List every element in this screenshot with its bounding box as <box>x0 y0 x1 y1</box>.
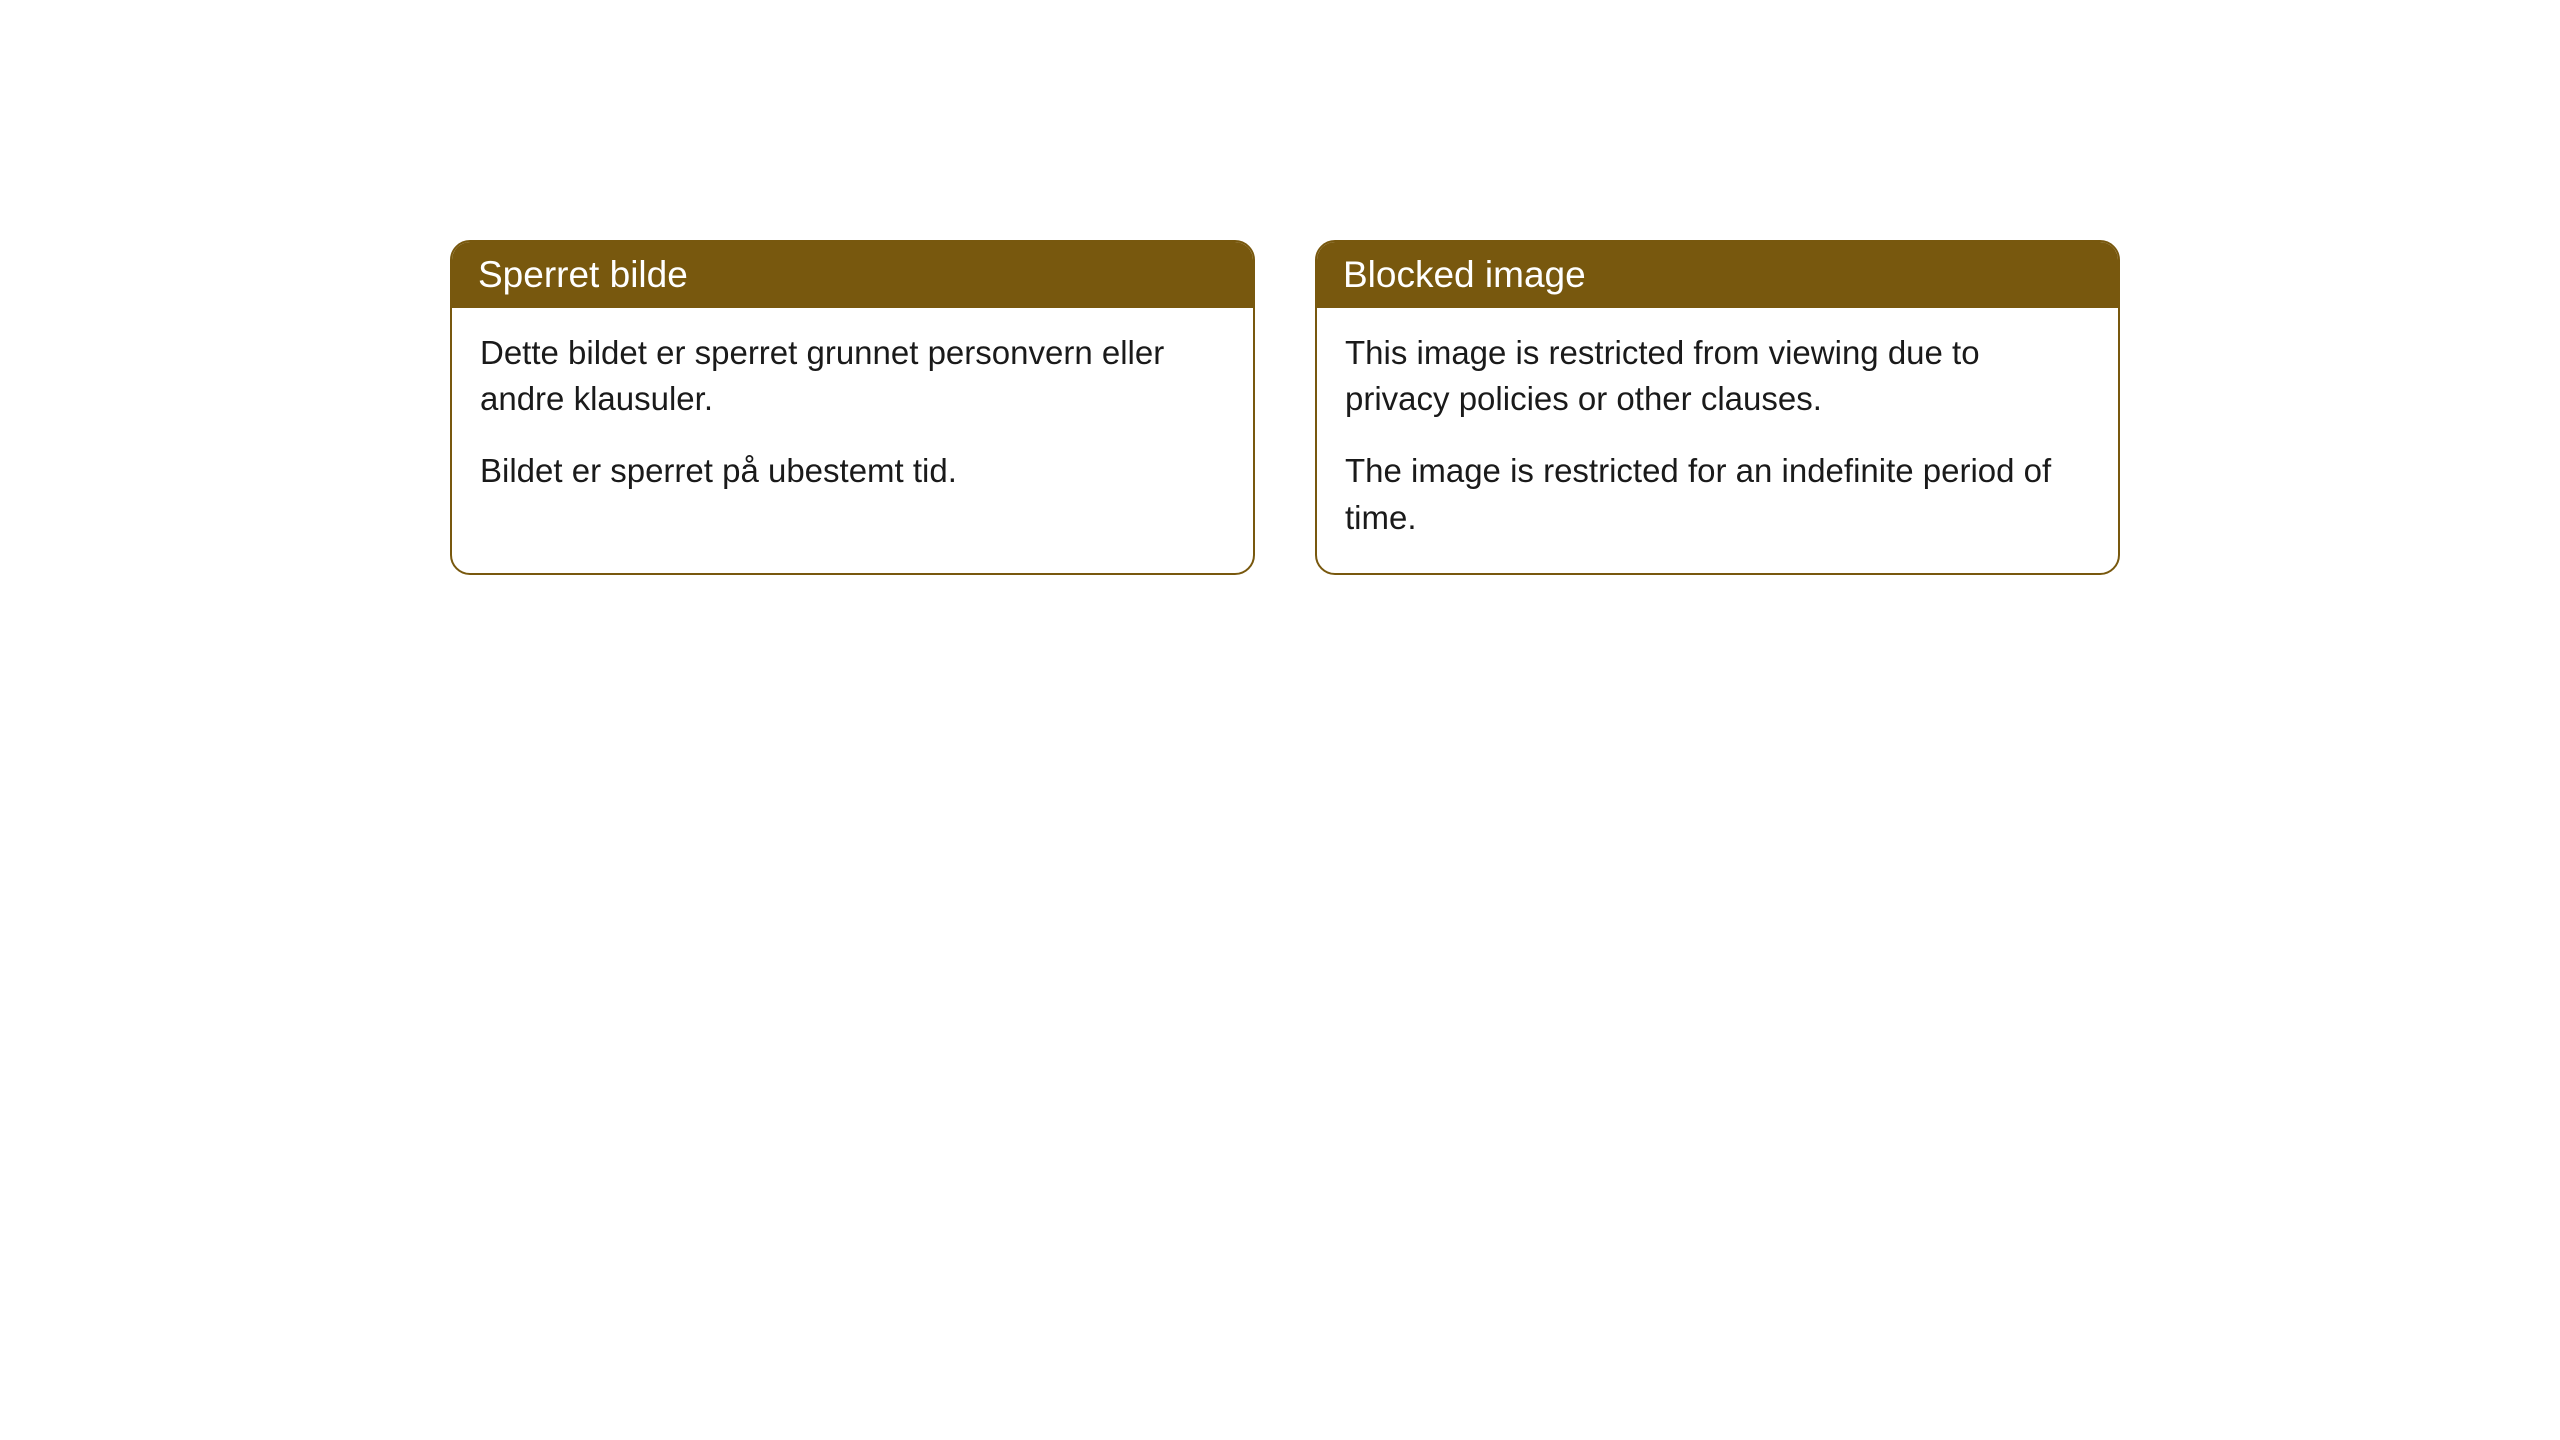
card-header: Sperret bilde <box>452 242 1253 308</box>
card-paragraph: Dette bildet er sperret grunnet personve… <box>480 330 1225 422</box>
blocked-image-card-norwegian: Sperret bilde Dette bildet er sperret gr… <box>450 240 1255 575</box>
card-body: Dette bildet er sperret grunnet personve… <box>452 308 1253 527</box>
card-body: This image is restricted from viewing du… <box>1317 308 2118 573</box>
blocked-image-card-english: Blocked image This image is restricted f… <box>1315 240 2120 575</box>
card-header: Blocked image <box>1317 242 2118 308</box>
notification-cards-container: Sperret bilde Dette bildet er sperret gr… <box>450 240 2560 575</box>
card-title: Blocked image <box>1343 254 1586 295</box>
card-paragraph: The image is restricted for an indefinit… <box>1345 448 2090 540</box>
card-title: Sperret bilde <box>478 254 688 295</box>
card-paragraph: This image is restricted from viewing du… <box>1345 330 2090 422</box>
card-paragraph: Bildet er sperret på ubestemt tid. <box>480 448 1225 494</box>
